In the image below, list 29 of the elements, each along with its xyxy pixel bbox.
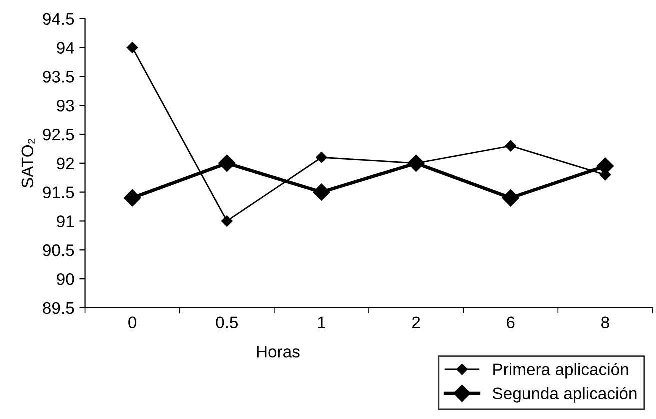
- legend-label: Segunda aplicación: [493, 387, 637, 403]
- x-tick-label: 0: [128, 316, 137, 329]
- legend-label: Primera aplicación: [494, 363, 628, 379]
- point: [126, 42, 138, 54]
- x-axis-title: Horas: [257, 346, 300, 358]
- y-tick-label: 91: [57, 216, 74, 228]
- point: [504, 140, 517, 152]
- y-tick-label: 94: [57, 42, 74, 54]
- y-tick-label: 89.5: [43, 302, 74, 314]
- x-tick-label: 6: [507, 316, 515, 329]
- x-tick-label: 8: [602, 316, 610, 329]
- y-tick-label: 90: [57, 273, 74, 286]
- y-tick-label: 93: [57, 100, 74, 112]
- y-axis-title: SATO₂: [22, 139, 35, 188]
- point: [316, 152, 328, 164]
- y-tick-label: 90.5: [43, 244, 74, 256]
- point: [312, 183, 331, 202]
- y-tick-label: 93.5: [43, 71, 74, 83]
- x-tick-label: 0.5: [216, 316, 238, 329]
- point: [218, 154, 236, 172]
- point: [502, 189, 520, 207]
- y-tick-label: 92.5: [43, 128, 74, 141]
- y-tick-label: 91.5: [43, 186, 74, 199]
- point: [124, 189, 142, 207]
- y-tick-label: 92: [57, 158, 74, 170]
- x-tick-label: 1: [318, 316, 326, 328]
- x-tick-label: 2: [412, 316, 420, 328]
- y-tick-label: 94.5: [43, 13, 74, 26]
- point: [221, 215, 234, 228]
